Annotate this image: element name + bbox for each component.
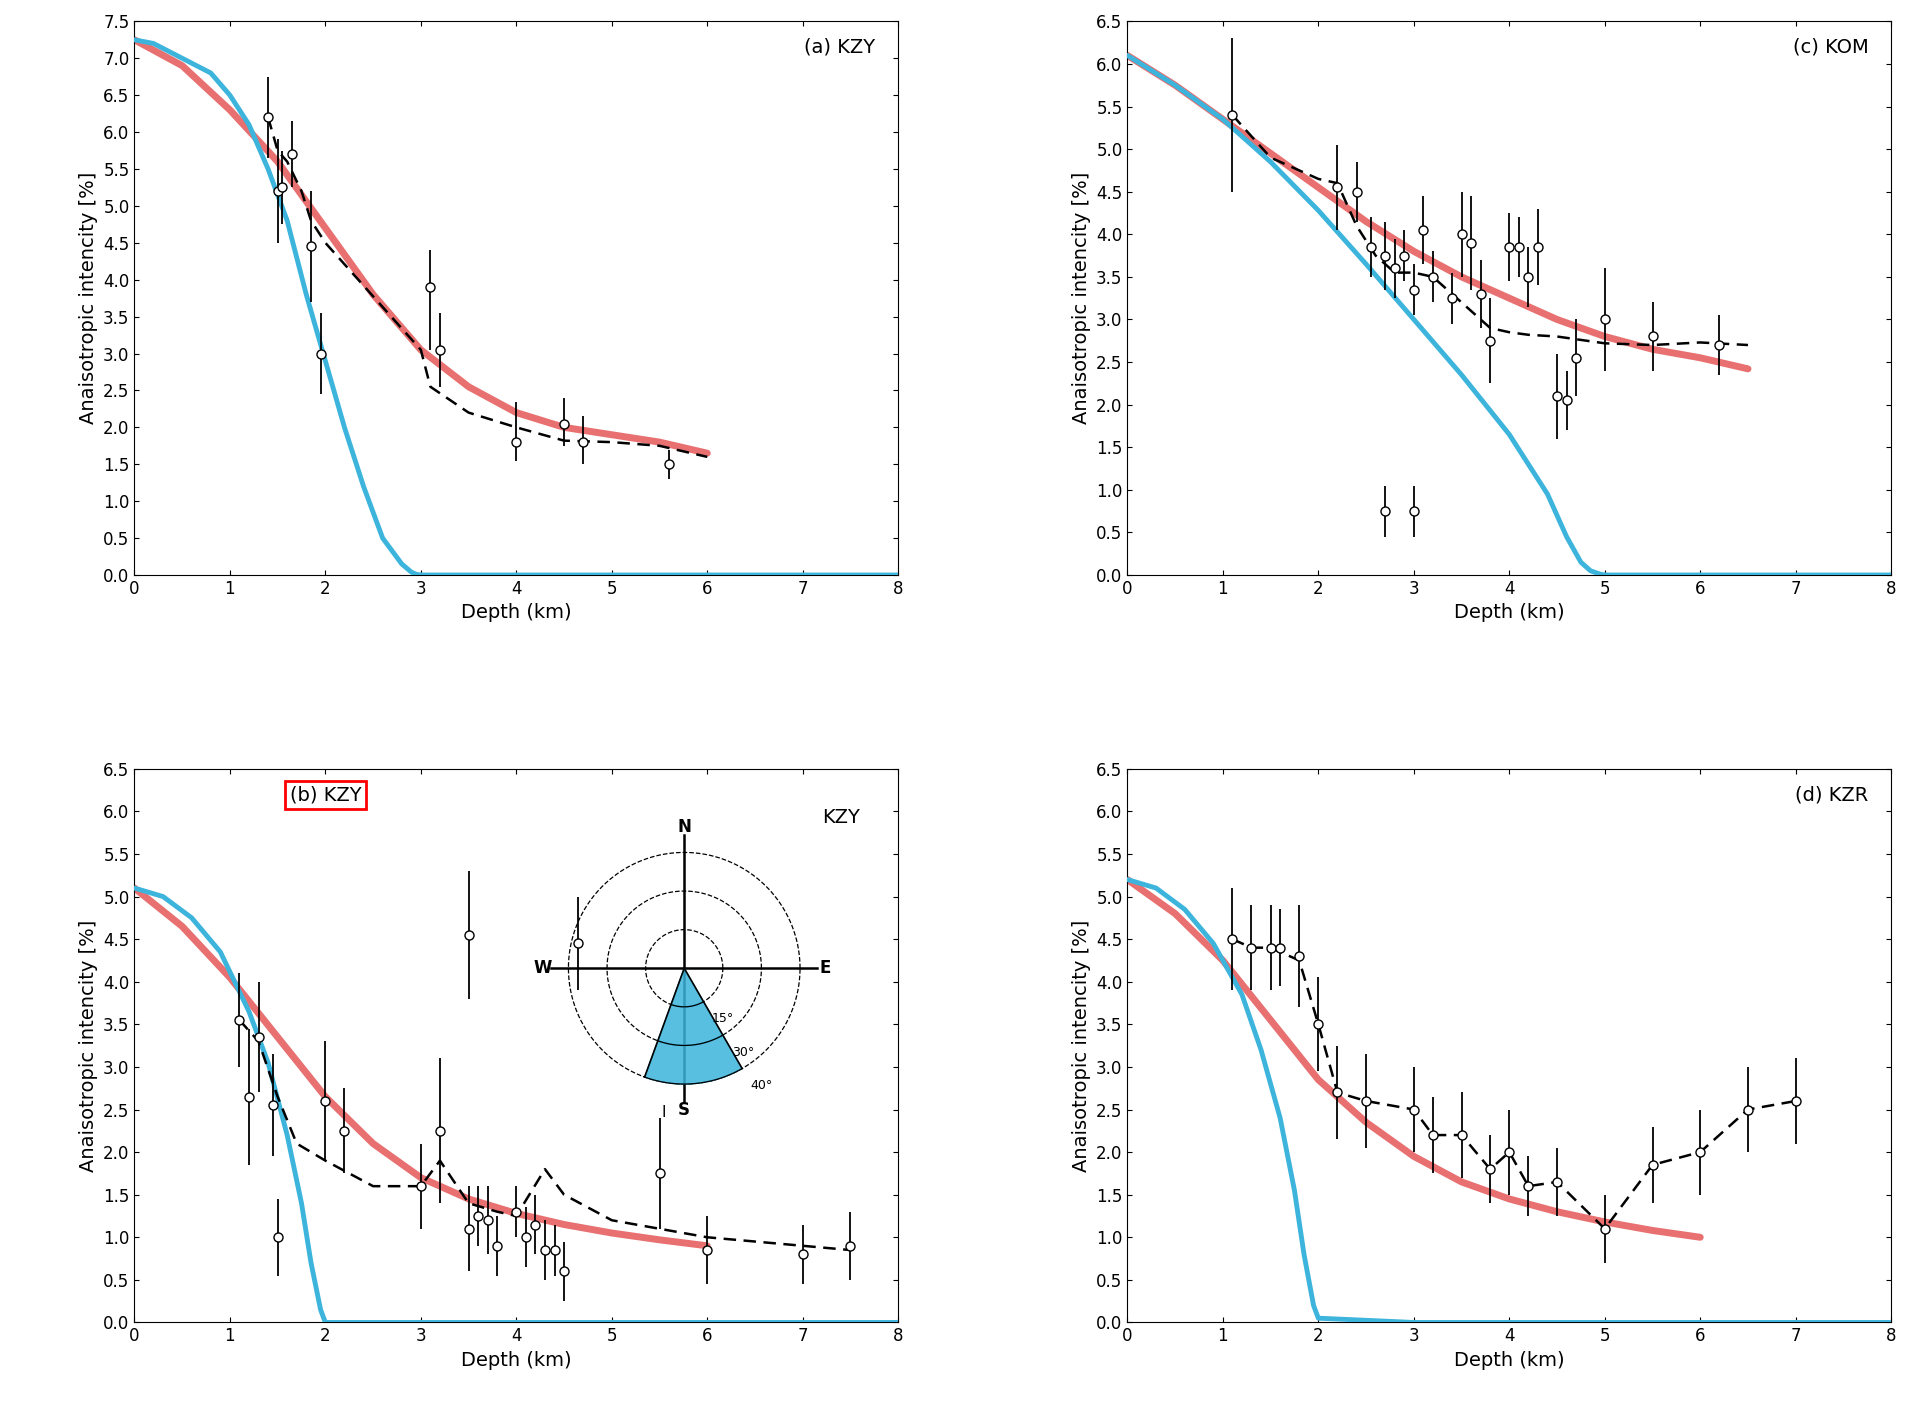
Y-axis label: Anaisotropic intencity [%]: Anaisotropic intencity [%]: [1071, 920, 1091, 1172]
X-axis label: Depth (km): Depth (km): [461, 603, 572, 623]
X-axis label: Depth (km): Depth (km): [1453, 603, 1565, 623]
X-axis label: Depth (km): Depth (km): [1453, 1351, 1565, 1369]
Y-axis label: Anaisotropic intencity [%]: Anaisotropic intencity [%]: [79, 920, 98, 1172]
Text: (a) KZY: (a) KZY: [804, 38, 876, 57]
Text: (b) KZY: (b) KZY: [290, 785, 361, 805]
X-axis label: Depth (km): Depth (km): [461, 1351, 572, 1369]
Text: (c) KOM: (c) KOM: [1793, 38, 1868, 57]
Text: (d) KZR: (d) KZR: [1795, 785, 1868, 805]
Y-axis label: Anaisotropic intencity [%]: Anaisotropic intencity [%]: [79, 172, 98, 424]
Y-axis label: Anaisotropic intencity [%]: Anaisotropic intencity [%]: [1071, 172, 1091, 424]
